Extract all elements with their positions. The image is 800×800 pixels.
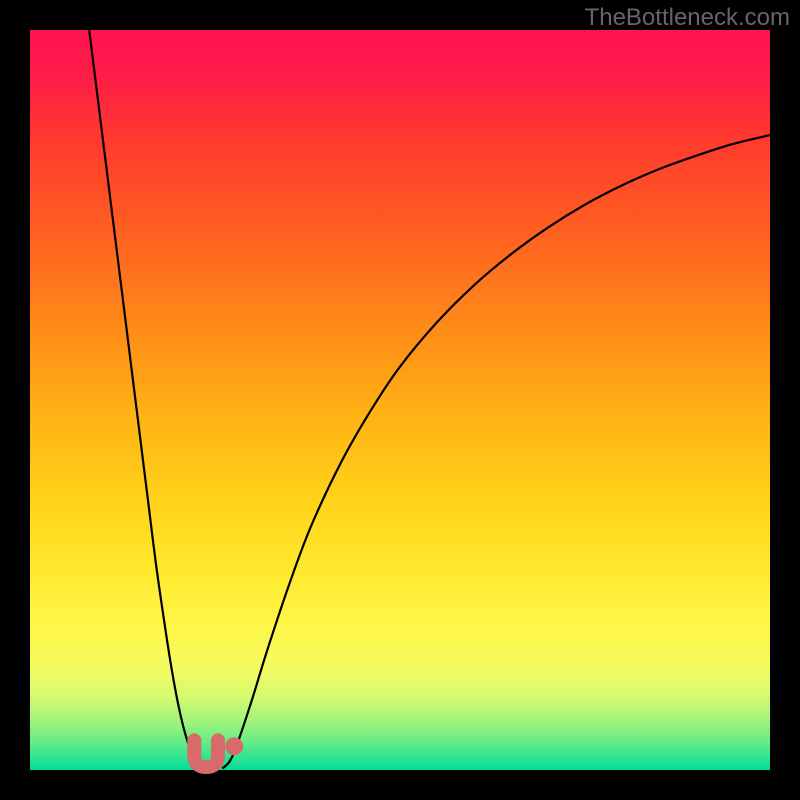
plot-background — [30, 30, 770, 770]
chart-svg — [0, 0, 800, 800]
bottleneck-chart: TheBottleneck.com — [0, 0, 800, 800]
dot-marker — [225, 737, 243, 755]
watermark-text: TheBottleneck.com — [585, 4, 790, 32]
